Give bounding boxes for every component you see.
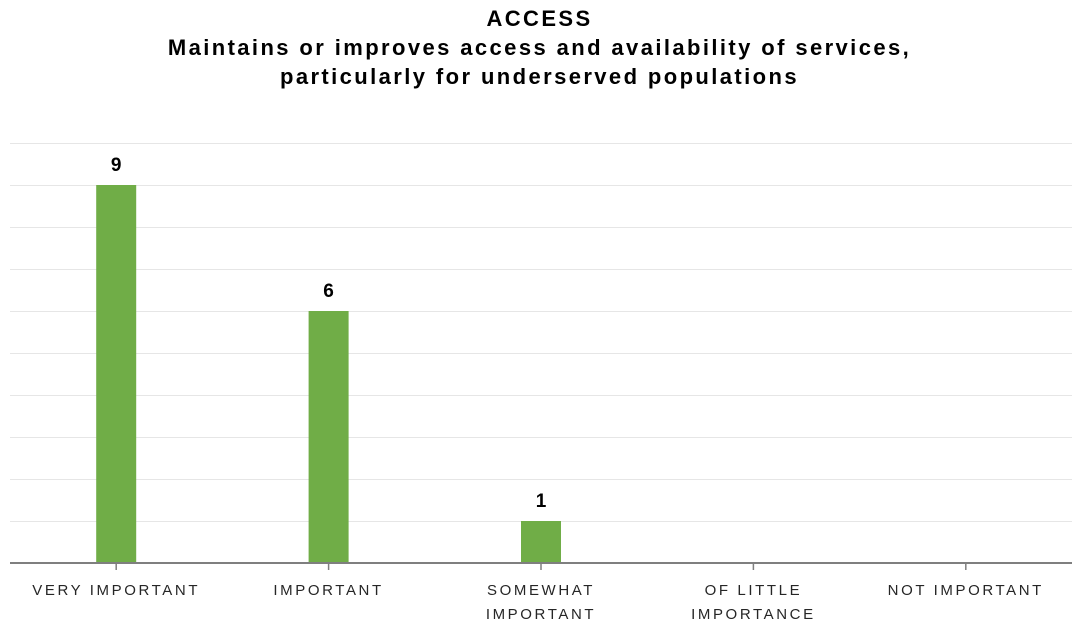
bar-0 [96, 185, 137, 563]
bar-2 [521, 521, 561, 563]
chart-subtitle-line-1: Maintains or improves access and availab… [167, 35, 912, 60]
bars [96, 185, 561, 563]
x-tick-label-1-0: IMPORTANT [273, 582, 383, 599]
chart-title: ACCESS [486, 6, 593, 31]
x-axis [10, 562, 1072, 570]
x-tick-label-3-0: OF LITTLE [705, 582, 803, 599]
data-label-1: 6 [323, 281, 334, 302]
data-label-2: 1 [536, 491, 547, 512]
bar-1 [308, 311, 349, 563]
x-tick-label-2-1: IMPORTANT [486, 606, 596, 623]
labels: 9 6 1 VERY IMPORTANT IMPORTANT SOMEWHAT IMPORT… [32, 155, 1044, 623]
x-tick-label-0-0: VERY IMPORTANT [32, 582, 200, 599]
x-tick-label-3-1: IMPORTANCE [691, 606, 816, 623]
chart-subtitle-line-2: particularly for underserved populations [280, 64, 799, 89]
chart-title-block: ACCESS Maintains or improves access and … [0, 4, 1079, 91]
x-tick-label-4-0: NOT IMPORTANT [888, 582, 1044, 599]
x-tick-label-2-0: SOMEWHAT [487, 582, 595, 599]
gridlines [10, 143, 1072, 522]
data-label-0: 9 [111, 155, 122, 176]
